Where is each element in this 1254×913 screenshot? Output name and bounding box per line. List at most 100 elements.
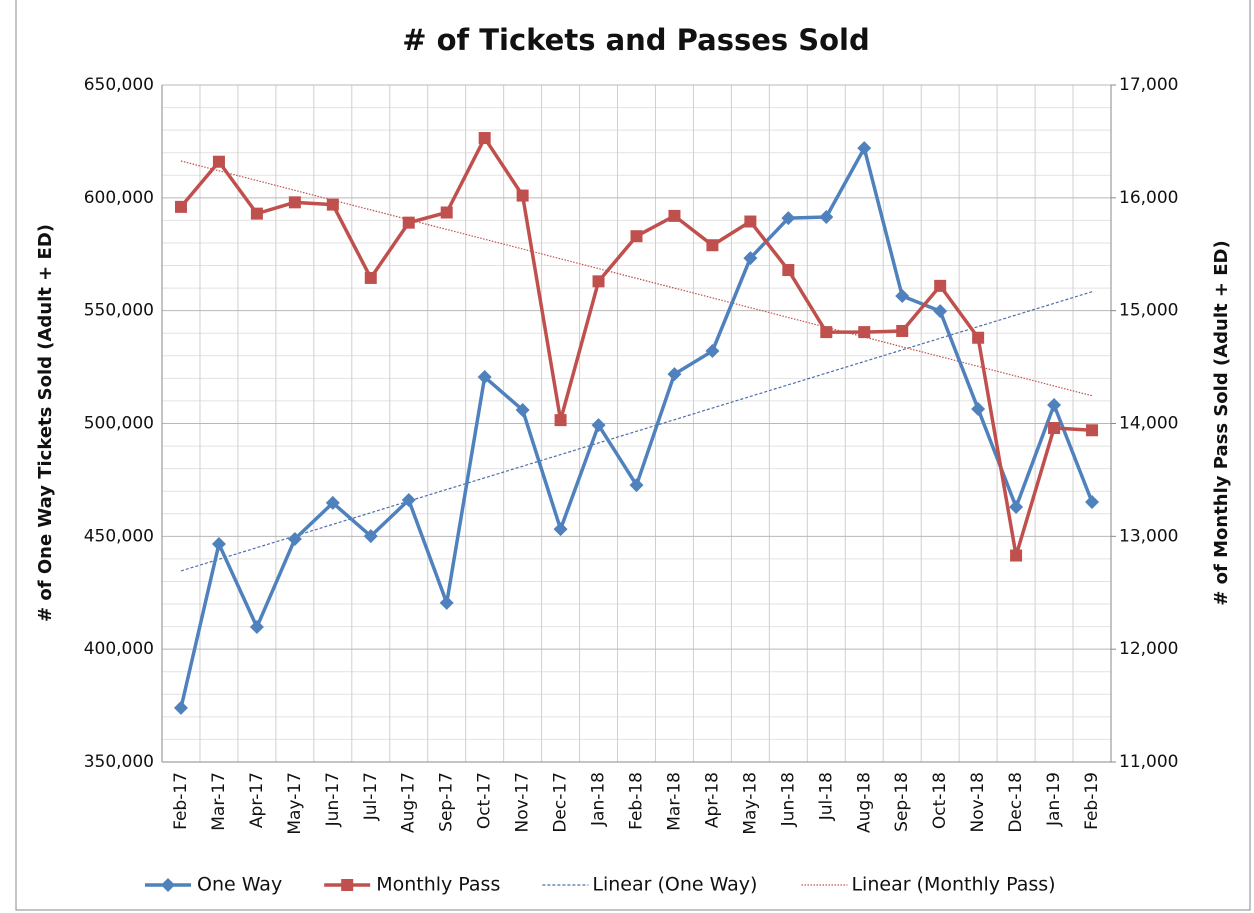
legend-label: Monthly Pass: [376, 874, 500, 896]
data-point: [174, 200, 187, 213]
x-tick-label: Oct-18: [930, 772, 950, 829]
x-tick-label: Mar-17: [209, 772, 229, 831]
y2-tick-label: 15,000: [1119, 301, 1178, 321]
data-point: [667, 367, 682, 382]
data-point: [629, 478, 644, 493]
data-point: [515, 402, 530, 417]
y-axis-label: # of One Way Tickets Sold (Adult + ED): [35, 224, 56, 622]
y2-axis-label: # of Monthly Pass Sold (Adult + ED): [1211, 240, 1232, 605]
data-point: [782, 264, 795, 277]
data-point: [743, 251, 758, 266]
legend-marker: [161, 878, 175, 892]
x-tick-label: Nov-17: [513, 772, 533, 833]
x-tick-label: Jul-18: [816, 772, 836, 821]
x-tick-label: Aug-17: [399, 772, 419, 833]
x-tick-label: Nov-18: [968, 772, 988, 833]
data-point: [781, 211, 796, 226]
data-point: [934, 279, 947, 292]
data-point: [288, 196, 301, 209]
y2-tick-label: 16,000: [1119, 188, 1178, 208]
legend-label: Linear (Monthly Pass): [851, 874, 1055, 896]
x-tick-label: Jun-17: [323, 772, 343, 827]
data-point: [857, 141, 872, 156]
data-point: [250, 207, 263, 220]
x-tick-label: Aug-18: [854, 772, 874, 833]
data-point: [211, 537, 226, 552]
x-tick-label: Dec-17: [551, 772, 571, 833]
data-point: [820, 326, 833, 339]
x-tick-label: Jul-17: [361, 772, 381, 821]
data-point: [895, 288, 910, 303]
data-point: [363, 529, 378, 544]
x-tick-label: Oct-17: [475, 772, 495, 829]
data-point: [971, 402, 986, 417]
x-tick-label: Feb-17: [171, 772, 191, 830]
data-point: [1009, 499, 1024, 514]
x-tick-label: Apr-17: [247, 772, 267, 828]
data-point: [858, 326, 871, 339]
x-tick-label: Apr-18: [702, 772, 722, 828]
data-point: [439, 595, 454, 610]
x-tick-label: Dec-18: [1006, 772, 1026, 833]
data-point: [630, 230, 643, 243]
y2-tick-label: 11,000: [1119, 752, 1178, 772]
data-point: [896, 324, 909, 337]
x-tick-label: Sep-17: [437, 772, 457, 832]
data-point: [401, 493, 416, 508]
data-point: [1086, 424, 1099, 437]
y2-tick-label: 14,000: [1119, 414, 1178, 434]
data-point: [972, 331, 985, 344]
data-point: [364, 271, 377, 284]
data-point: [819, 210, 834, 225]
y-tick-label: 650,000: [84, 75, 154, 95]
data-point: [1010, 549, 1023, 562]
legend-label: One Way: [197, 874, 282, 896]
data-point: [212, 155, 225, 168]
data-point: [668, 209, 681, 222]
data-point: [705, 344, 720, 359]
data-point: [706, 239, 719, 252]
y-tick-label: 350,000: [84, 752, 154, 772]
x-tick-label: Feb-19: [1082, 772, 1102, 830]
y-tick-label: 500,000: [84, 414, 154, 434]
data-point: [744, 215, 757, 228]
x-tick-label: Jan-19: [1044, 772, 1064, 827]
x-tick-label: Mar-18: [664, 772, 684, 831]
data-point: [478, 132, 491, 145]
data-point: [1048, 422, 1061, 435]
data-point: [477, 370, 492, 385]
legend-label: Linear (One Way): [592, 874, 757, 896]
x-tick-label: Jan-18: [589, 772, 609, 827]
y-tick-label: 600,000: [84, 188, 154, 208]
data-point: [554, 414, 567, 427]
y-tick-label: 450,000: [84, 526, 154, 546]
x-tick-label: Feb-18: [627, 772, 647, 830]
y-tick-label: 400,000: [84, 639, 154, 659]
x-tick-label: Jun-18: [778, 772, 798, 827]
y-tick-label: 550,000: [84, 301, 154, 321]
data-point: [591, 418, 606, 433]
y2-tick-label: 17,000: [1119, 75, 1178, 95]
y2-tick-label: 12,000: [1119, 639, 1178, 659]
data-point: [173, 700, 188, 715]
chart-title: # of Tickets and Passes Sold: [402, 23, 870, 57]
trendline: [180, 291, 1093, 572]
data-point: [1047, 397, 1062, 412]
x-tick-label: May-17: [285, 772, 305, 835]
data-point: [933, 304, 948, 319]
data-point: [516, 189, 529, 202]
data-point: [287, 532, 302, 547]
legend-marker: [341, 879, 354, 891]
data-point: [553, 522, 568, 537]
data-point: [440, 206, 453, 219]
y2-tick-label: 13,000: [1119, 526, 1178, 546]
data-point: [1085, 495, 1100, 510]
data-point: [326, 198, 339, 211]
data-point: [249, 620, 264, 635]
data-point: [325, 495, 340, 510]
data-point: [592, 275, 605, 288]
data-point: [402, 216, 415, 229]
x-tick-label: May-18: [740, 772, 760, 835]
x-tick-label: Sep-18: [892, 772, 912, 832]
